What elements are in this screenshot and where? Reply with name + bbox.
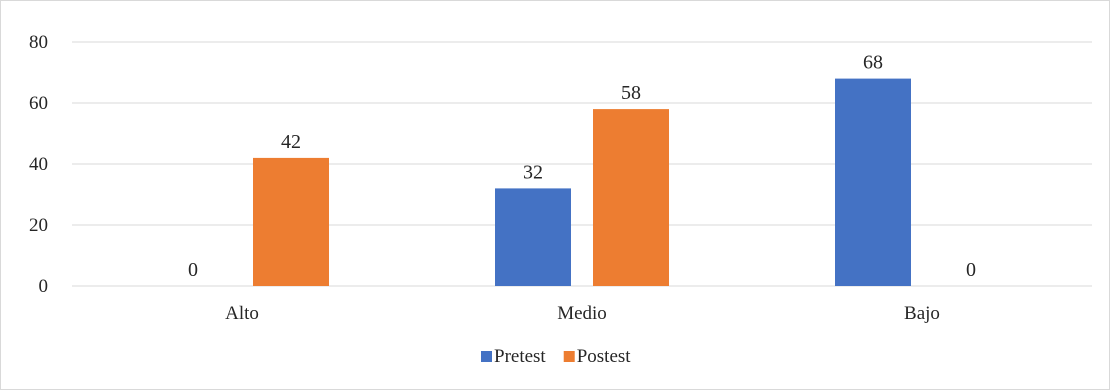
data-label: 58	[621, 82, 641, 104]
bar-pretest-medio	[495, 188, 571, 286]
bars	[253, 78, 911, 286]
x-tick-label: Alto	[225, 303, 259, 324]
data-labels: 0 42 32 58 68 0	[188, 52, 976, 281]
data-label: 32	[523, 161, 543, 183]
legend-label-postest: Postest	[577, 346, 632, 367]
y-axis-ticks: 0 20 40 60 80	[29, 32, 48, 297]
y-tick-label: 20	[29, 215, 48, 236]
bar-postest-medio	[593, 109, 669, 286]
legend-label-pretest: Pretest	[494, 346, 546, 367]
x-axis-ticks: Alto Medio Bajo	[225, 303, 940, 324]
bar-pretest-bajo	[835, 78, 911, 286]
y-tick-label: 40	[29, 154, 48, 175]
data-label: 0	[966, 259, 976, 281]
x-tick-label: Medio	[557, 303, 607, 324]
legend-swatch-postest	[563, 351, 575, 362]
y-tick-label: 80	[29, 32, 48, 53]
data-label: 42	[281, 131, 301, 153]
y-tick-label: 0	[39, 276, 49, 297]
x-tick-label: Bajo	[904, 303, 940, 324]
gridlines	[72, 41, 1092, 287]
y-tick-label: 60	[29, 93, 48, 114]
data-label: 0	[188, 259, 198, 281]
data-label: 68	[863, 52, 883, 74]
bar-postest-alto	[253, 157, 329, 286]
legend: Pretest Postest	[481, 346, 631, 367]
legend-swatch-pretest	[481, 351, 492, 362]
